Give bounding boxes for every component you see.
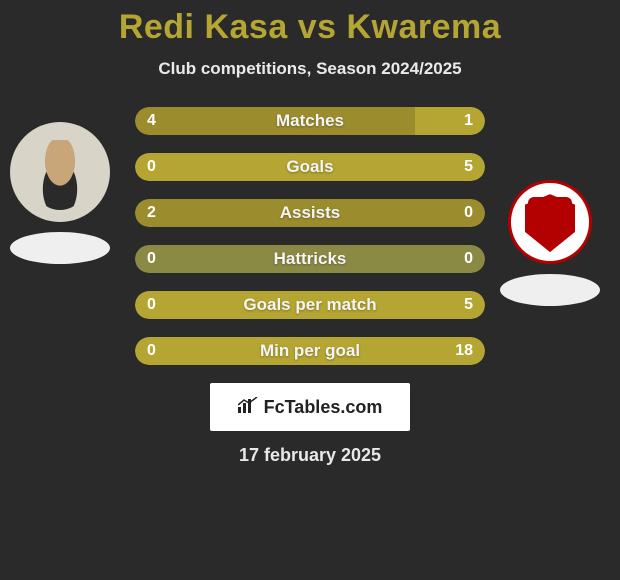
comparison-title: Redi Kasa vs Kwarema (0, 8, 620, 47)
stat-label: Hattricks (274, 249, 347, 268)
stat-value-right: 5 (464, 153, 473, 181)
stat-value-left: 4 (147, 107, 156, 135)
player2-column (500, 172, 600, 306)
player1-avatar (10, 122, 110, 222)
player1-column (10, 122, 110, 264)
stat-label: Assists (280, 203, 340, 222)
stat-row: 0 Min per goal 18 (135, 337, 485, 365)
subtitle: Club competitions, Season 2024/2025 (0, 59, 620, 79)
stat-row: 0 Hattricks 0 (135, 245, 485, 273)
player2-name: Kwarema (346, 8, 501, 46)
player1-flag (10, 232, 110, 264)
stat-row: 2 Assists 0 (135, 199, 485, 227)
stat-value-left: 0 (147, 337, 156, 365)
stat-value-right: 1 (464, 107, 473, 135)
stat-value-right: 18 (455, 337, 473, 365)
stat-label: Goals per match (243, 295, 376, 314)
stat-row: 0 Goals 5 (135, 153, 485, 181)
stat-value-right: 0 (464, 245, 473, 273)
stat-value-left: 0 (147, 291, 156, 319)
player2-club-crest (508, 180, 592, 264)
stat-value-right: 5 (464, 291, 473, 319)
stat-label: Matches (276, 111, 344, 130)
stat-label: Goals (286, 157, 333, 176)
stat-bar-right (415, 107, 485, 135)
stat-label: Min per goal (260, 341, 360, 360)
chart-icon (238, 397, 258, 418)
stat-bar-left (135, 107, 415, 135)
report-date: 17 february 2025 (0, 445, 620, 466)
stat-row: 0 Goals per match 5 (135, 291, 485, 319)
player1-name: Redi Kasa (119, 8, 288, 46)
stats-list: 4 Matches 1 0 Goals 5 2 Assists 0 0 Hattricks 0 0 Goa… (135, 107, 485, 365)
player2-flag (500, 274, 600, 306)
vs-text: vs (298, 8, 337, 46)
stat-value-left: 2 (147, 199, 156, 227)
stat-value-right: 0 (464, 199, 473, 227)
stat-value-left: 0 (147, 245, 156, 273)
stat-value-left: 0 (147, 153, 156, 181)
branding-text: FcTables.com (264, 397, 383, 418)
branding-badge: FcTables.com (210, 383, 410, 431)
stat-row: 4 Matches 1 (135, 107, 485, 135)
